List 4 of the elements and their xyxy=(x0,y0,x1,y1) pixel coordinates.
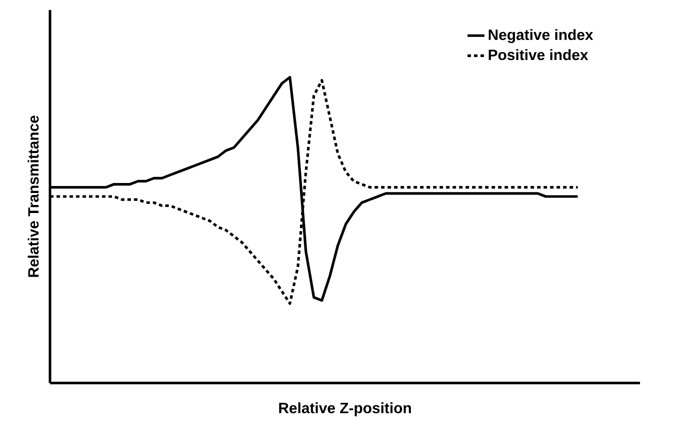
legend-label: Positive index xyxy=(488,49,588,60)
legend-label: Negative index xyxy=(488,29,594,44)
y-axis-title: Relative Transmittance xyxy=(28,116,39,277)
x-axis-title: Relative Z-position xyxy=(279,402,411,416)
